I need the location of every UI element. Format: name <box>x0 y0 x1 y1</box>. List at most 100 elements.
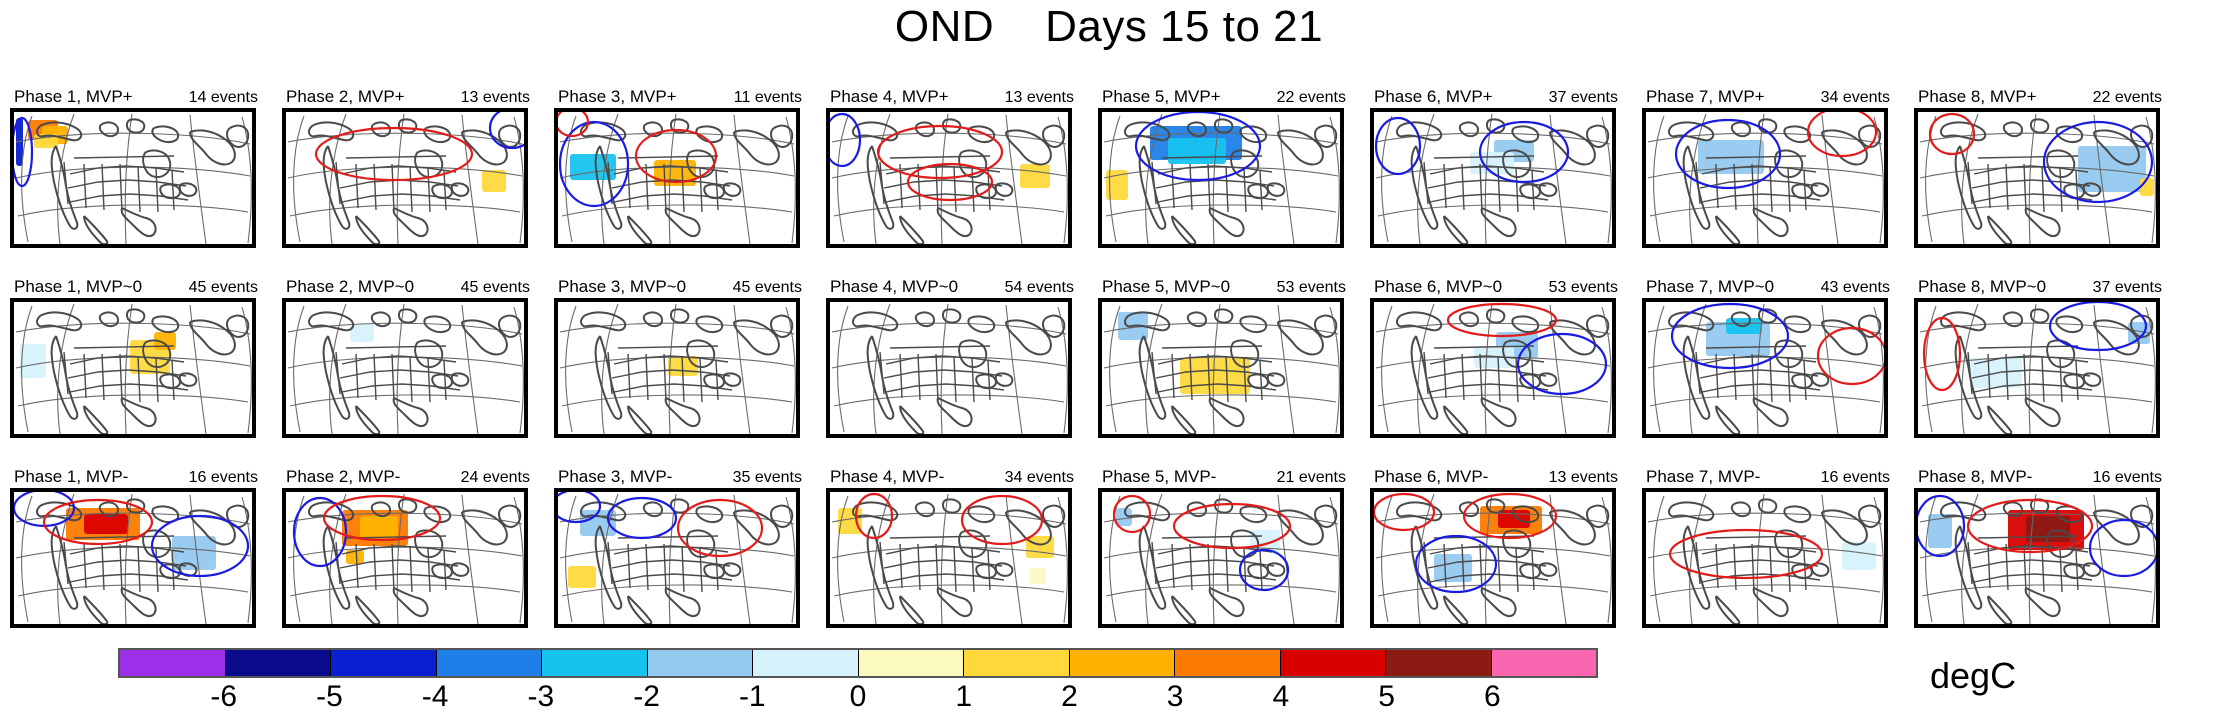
state-borders <box>1695 535 1821 593</box>
height-contours <box>558 112 718 208</box>
colorbar-swatch-4 <box>542 650 648 676</box>
graticule <box>15 303 252 434</box>
colorbar-tick: -1 <box>738 680 766 713</box>
panel-map <box>1642 488 1888 628</box>
height-contours <box>854 492 1044 546</box>
state-borders <box>335 345 461 403</box>
panel-header: Phase 6, MVP- 13 events <box>1370 466 1620 488</box>
panel-2-3: Phase 2, MVP- 24 events <box>282 466 532 636</box>
panel-event-count: 16 events <box>2092 469 2162 486</box>
graticule <box>1647 493 1884 624</box>
panel-header: Phase 1, MVP+ 14 events <box>10 86 260 108</box>
panel-title: Phase 3, MVP~0 <box>558 277 687 296</box>
height-contours <box>14 116 34 188</box>
panel-6-2: Phase 6, MVP~0 53 events <box>1370 276 1620 446</box>
panel-3-1: Phase 3, MVP+ 11 events <box>554 86 804 256</box>
temperature-shading <box>1020 164 1050 188</box>
panel-event-count: 14 events <box>188 89 258 106</box>
panel-header: Phase 4, MVP- 34 events <box>826 466 1076 488</box>
colorbar-tick: -4 <box>421 680 449 713</box>
state-borders <box>1967 345 2093 403</box>
panel-header: Phase 6, MVP~0 53 events <box>1370 276 1620 298</box>
panel-row-1: Phase 1, MVP+ 14 events Phase 2, MVP+ 13 ev… <box>10 86 2210 276</box>
panel-header: Phase 3, MVP~0 45 events <box>554 276 804 298</box>
coastlines <box>1124 118 1338 244</box>
panel-title: Phase 7, MVP- <box>1646 467 1761 486</box>
state-borders <box>1695 345 1821 403</box>
panel-7-1: Phase 7, MVP+ 34 events <box>1642 86 1892 256</box>
panel-map <box>1098 488 1344 628</box>
panel-map <box>1642 298 1888 438</box>
panel-event-count: 34 events <box>1820 89 1890 106</box>
panel-map <box>554 298 800 438</box>
panel-map <box>282 108 528 248</box>
state-borders <box>1151 155 1277 213</box>
panel-4-1: Phase 4, MVP+ 13 events <box>826 86 1076 256</box>
colorbar-swatch-7 <box>858 650 964 676</box>
colorbar-tick: 4 <box>1272 680 1290 713</box>
height-contours <box>1928 112 2154 204</box>
panel-title: Phase 2, MVP~0 <box>286 277 415 296</box>
panel-event-count: 35 events <box>732 469 802 486</box>
colorbar-tick: 2 <box>1061 680 1078 713</box>
panel-header: Phase 2, MVP- 24 events <box>282 466 532 488</box>
height-contours <box>1134 112 1262 182</box>
coastlines <box>1124 498 1338 624</box>
panel-title: Phase 5, MVP- <box>1102 467 1217 486</box>
height-contours <box>1374 492 1558 594</box>
temperature-shading <box>66 508 216 570</box>
panel-1-2: Phase 1, MVP~0 45 events <box>10 276 260 446</box>
panel-title: Phase 3, MVP- <box>558 467 673 486</box>
panel-header: Phase 7, MVP- 16 events <box>1642 466 1892 488</box>
panel-title: Phase 8, MVP~0 <box>1918 277 2047 296</box>
panel-title: Phase 7, MVP~0 <box>1646 277 1775 296</box>
colorbar-swatch-6 <box>753 650 859 676</box>
panel-event-count: 21 events <box>1276 469 1346 486</box>
graticule <box>1375 493 1612 624</box>
panel-header: Phase 4, MVP~0 54 events <box>826 276 1076 298</box>
state-borders <box>63 345 189 403</box>
colorbar-swatch-12 <box>1386 650 1492 676</box>
height-contours <box>314 112 524 182</box>
state-borders <box>1967 535 2093 593</box>
height-contours <box>1922 302 2148 392</box>
panel-1-1: Phase 1, MVP+ 14 events <box>10 86 260 256</box>
panel-title: Phase 5, MVP+ <box>1102 87 1221 106</box>
panel-title: Phase 4, MVP+ <box>830 87 949 106</box>
panel-event-count: 13 events <box>460 89 530 106</box>
panel-row-3: Phase 1, MVP- 16 events Phase 2, MVP- 24 ev… <box>10 466 2210 656</box>
graticule <box>559 113 796 244</box>
state-borders <box>607 345 733 403</box>
panel-event-count: 16 events <box>188 469 258 486</box>
state-borders <box>1423 155 1549 213</box>
colorbar-tick: -6 <box>210 680 238 713</box>
panel-title: Phase 2, MVP- <box>286 467 401 486</box>
panel-header: Phase 8, MVP+ 22 events <box>1914 86 2164 108</box>
height-contours <box>558 492 764 558</box>
colorbar-tick: -2 <box>633 680 660 713</box>
state-borders <box>335 535 461 593</box>
panel-event-count: 22 events <box>1276 89 1346 106</box>
state-borders <box>879 535 1005 593</box>
colorbar-swatch-1 <box>225 650 331 676</box>
colorbar-swatch-10 <box>1175 650 1281 676</box>
panel-header: Phase 8, MVP- 16 events <box>1914 466 2164 488</box>
panel-title: Phase 7, MVP+ <box>1646 87 1765 106</box>
panel-map <box>1914 488 2160 628</box>
panel-header: Phase 2, MVP+ 13 events <box>282 86 532 108</box>
temperature-shading <box>1106 126 1242 200</box>
panel-map <box>1370 108 1616 248</box>
colorbar-tick: 5 <box>1378 680 1395 713</box>
panel-event-count: 45 events <box>460 279 530 296</box>
panel-map <box>554 488 800 628</box>
panel-event-count: 53 events <box>1276 279 1346 296</box>
panel-header: Phase 5, MVP~0 53 events <box>1098 276 1348 298</box>
graticule <box>287 303 524 434</box>
colorbar-tick: -5 <box>316 680 343 713</box>
temperature-shading <box>1118 312 1250 394</box>
panel-1-3: Phase 1, MVP- 16 events <box>10 466 260 636</box>
coastlines <box>36 118 250 244</box>
panel-map <box>1098 108 1344 248</box>
panel-8-1: Phase 8, MVP+ 22 events <box>1914 86 2164 256</box>
